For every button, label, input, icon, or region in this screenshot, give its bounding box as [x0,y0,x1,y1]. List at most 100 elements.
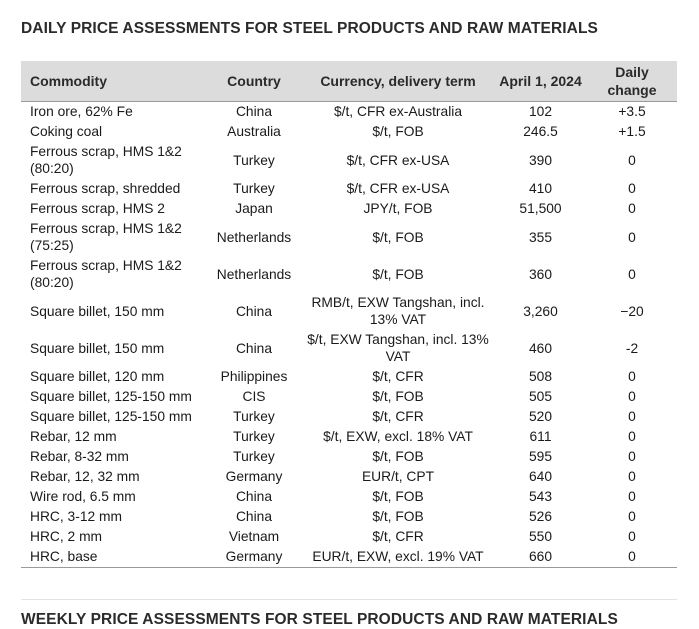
cell-commodity: Ferrous scrap, HMS 2 [30,201,165,216]
cell-change: 0 [628,429,636,444]
cell-country: China [235,340,273,356]
cell-commodity: Square billet, 125-150 mm [30,389,192,404]
cell-commodity: HRC, 2 mm [30,529,103,544]
cell-price: 520 [528,409,553,424]
cell-country: Turkey [233,449,275,464]
header-date: April 1, 2024 [499,72,582,89]
cell-commodity: Rebar, 8-32 mm [30,449,129,464]
cell-country: Netherlands [216,229,292,245]
cell-currency: $/t, FOB [372,509,424,524]
cell-commodity: Square billet, 150 mm [30,303,165,319]
cell-change: 0 [628,152,636,168]
table-row: Square billet, 150 mm China RMB/t, EXW Tan… [21,293,677,330]
cell-change: 0 [628,409,636,424]
cell-price: 102 [494,100,587,122]
cell-country: Turkey [233,152,275,168]
table-row: Ferrous scrap, HMS 2 Japan JPY/t, FOB 51,50… [21,199,677,219]
cell-commodity: HRC, 3-12 mm [30,509,122,524]
cell-currency: JPY/t, FOB [363,201,433,216]
cell-country: Germany [225,469,283,484]
cell-currency: $/t, FOB [372,266,424,282]
cell-commodity: Coking coal [30,124,103,139]
cell-currency: $/t, FOB [372,389,424,404]
cell-currency: $/t, CFR [372,369,424,384]
table-row: Square billet, 125-150 mm CIS $/t, FOB 505 0 [21,387,677,407]
cell-price: 355 [528,229,553,245]
cell-price: 51,500 [519,201,562,216]
header-country: Country [227,72,281,89]
table-row: HRC, 3-12 mm China $/t, FOB 526 0 [21,507,677,527]
cell-country: Netherlands [216,266,292,282]
table-row: Rebar, 8-32 mm Turkey $/t, FOB 595 0 [21,447,677,467]
table-row: Iron ore, 62% Fe China $/t, CFR ex-Austral… [21,100,677,122]
cell-currency: $/t, FOB [372,489,424,504]
page-title: DAILY PRICE ASSESSMENTS FOR STEEL PRODUC… [21,20,598,37]
cell-change: 0 [628,449,636,464]
cell-change: 0 [628,389,636,404]
cell-change: 0 [628,266,636,282]
cell-currency: EUR/t, EXW, excl. 19% VAT [302,546,494,568]
table-row: Ferrous scrap, HMS 1&2 (75:25) Netherland… [21,219,677,256]
cell-price: 505 [528,389,553,404]
table-row: Square billet, 125-150 mm Turkey $/t, CFR 5… [21,407,677,427]
cell-currency: $/t, CFR [372,529,424,544]
cell-currency: $/t, CFR [372,409,424,424]
cell-country: China [206,100,302,122]
header-commodity: Commodity [30,72,107,89]
cell-commodity: Wire rod, 6.5 mm [30,489,136,504]
cell-currency: RMB/t, EXW Tangshan, incl. 13% VAT [311,295,485,327]
cell-currency: $/t, FOB [372,229,424,245]
cell-change: +3.5 [587,100,677,122]
header-currency: Currency, delivery term [320,72,476,89]
table-row: Rebar, 12, 32 mm Germany EUR/t, CPT 640 0 [21,467,677,487]
cell-currency: $/t, FOB [372,124,424,139]
cell-price: 543 [528,489,553,504]
cell-price: 246.5 [523,124,558,139]
cell-change: 0 [628,369,636,384]
cell-commodity: Rebar, 12, 32 mm [30,469,140,484]
cell-country: Australia [227,124,281,139]
table-row: HRC, 2 mm Vietnam $/t, CFR 550 0 [21,527,677,547]
cell-change: 0 [628,509,636,524]
cell-country: Vietnam [228,529,280,544]
table-row: Ferrous scrap, HMS 1&2 (80:20) Netherland… [21,256,677,293]
cell-country: CIS [242,389,266,404]
cell-currency: $/t, CFR ex-Australia [302,100,494,122]
table-body: Iron ore, 62% Fe China $/t, CFR ex-Austral… [21,100,677,568]
cell-country: Japan [235,201,273,216]
cell-price: 460 [528,340,553,356]
cell-country: Philippines [220,369,288,384]
cell-currency: $/t, EXW, excl. 18% VAT [323,429,473,444]
table-row: Coking coal Australia $/t, FOB 246.5 +1.5 [21,122,677,142]
cell-change: 0 [628,229,636,245]
cell-price: 3,260 [523,303,558,319]
cell-price: 390 [528,152,553,168]
section-divider [21,599,677,600]
next-section-heading: WEEKLY PRICE ASSESSMENTS FOR STEEL PRODU… [21,611,618,628]
table-row: Square billet, 150 mm China $/t, EXW Tangs… [21,330,677,367]
cell-commodity: HRC, base [21,546,206,568]
cell-commodity: Rebar, 12 mm [30,429,117,444]
header-change: Daily change [607,63,657,98]
table-row: Wire rod, 6.5 mm China $/t, FOB 543 0 [21,487,677,507]
table-header-row: Commodity Country Currency, delivery ter… [21,61,677,101]
cell-country: Turkey [233,181,275,196]
table-row: Ferrous scrap, HMS 1&2 (80:20) Turkey $/t,… [21,142,677,179]
cell-commodity: Ferrous scrap, HMS 1&2 (80:20) [30,144,182,176]
cell-currency: $/t, CFR ex-USA [346,152,450,168]
cell-currency: $/t, CFR ex-USA [346,181,450,196]
cell-commodity: Iron ore, 62% Fe [21,100,206,122]
cell-change: +1.5 [618,124,646,139]
cell-change: -2 [625,340,639,356]
cell-price: 611 [529,429,552,444]
cell-price: 550 [528,529,553,544]
cell-country: Turkey [233,429,275,444]
table-row: Rebar, 12 mm Turkey $/t, EXW, excl. 18% VA… [21,427,677,447]
cell-change: −20 [620,303,644,319]
cell-change: 0 [628,201,636,216]
cell-currency: EUR/t, CPT [361,469,435,484]
cell-change: 0 [628,489,636,504]
cell-price: 660 [494,546,587,568]
cell-commodity: Square billet, 120 mm [30,369,165,384]
cell-price: 526 [528,509,553,524]
